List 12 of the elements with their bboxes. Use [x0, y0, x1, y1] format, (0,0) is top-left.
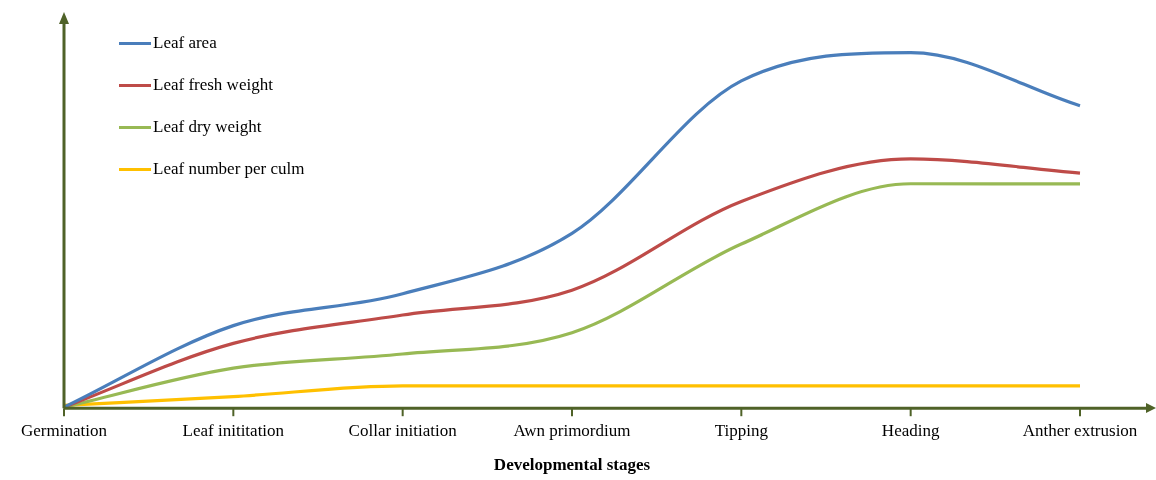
x-axis-title: Developmental stages: [493, 455, 651, 475]
x-tick-label: Germination: [21, 420, 108, 440]
x-tick-label: Tipping: [714, 420, 769, 440]
x-tick-label: Leaf inititation: [182, 420, 285, 440]
legend-label: Leaf fresh weight: [153, 75, 273, 95]
x-tick-label: Collar initiation: [348, 420, 458, 440]
legend-label: Leaf number per culm: [153, 159, 305, 179]
x-tick-label: Anther extrusion: [1022, 420, 1138, 440]
legend-label: Leaf dry weight: [153, 117, 262, 137]
x-tick-label: Heading: [881, 420, 940, 440]
x-tick-label: Awn primordium: [513, 420, 631, 440]
legend-label: Leaf area: [153, 33, 217, 53]
